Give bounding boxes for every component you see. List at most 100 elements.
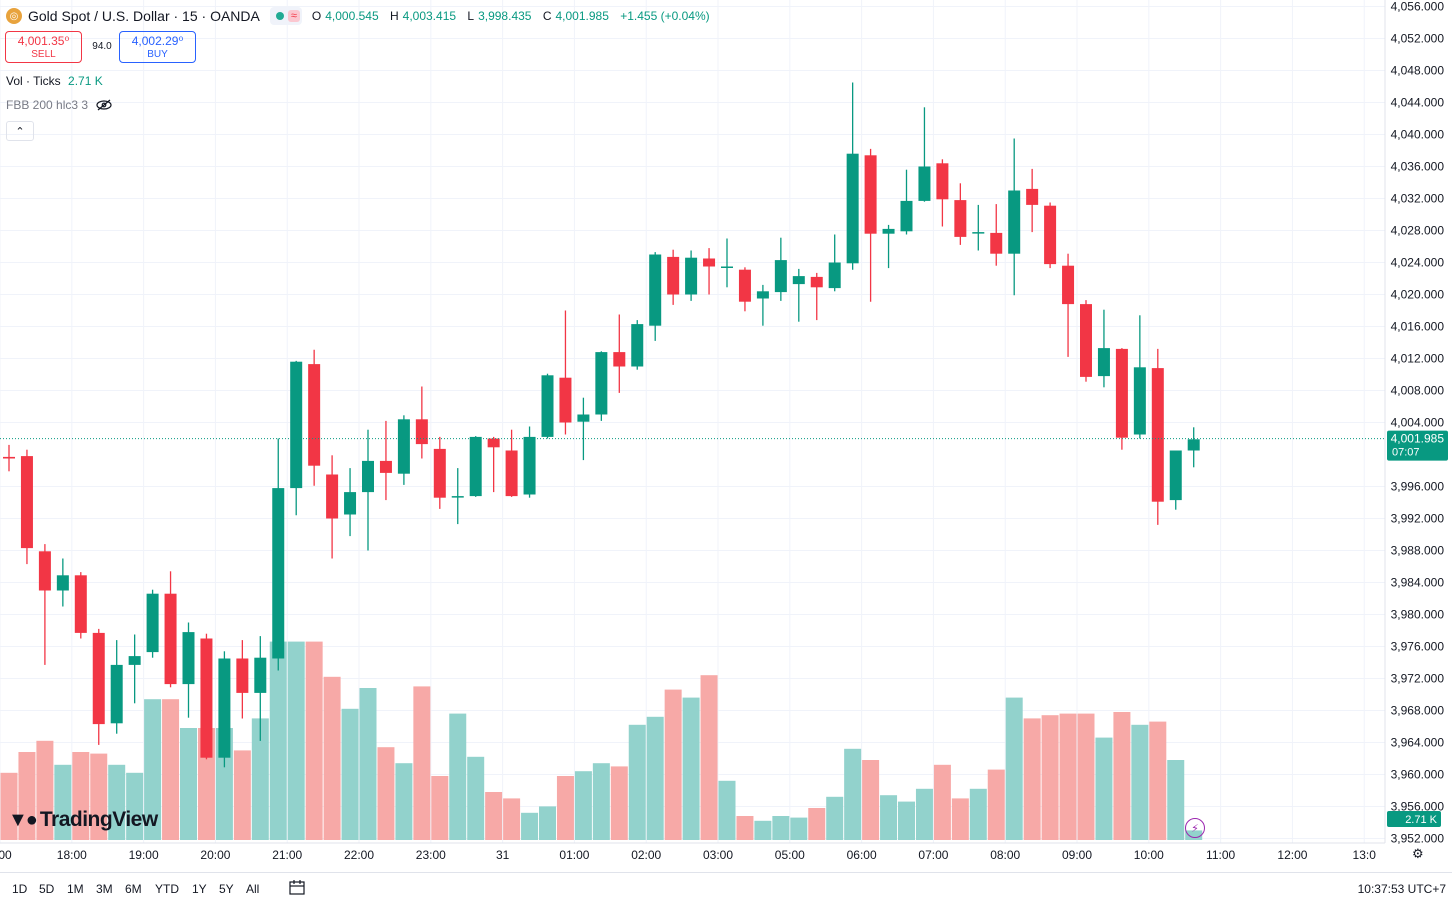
clock-timezone[interactable]: 10:37:53 UTC+7 xyxy=(1357,882,1446,896)
range-5y[interactable]: 5Y xyxy=(219,882,234,896)
candle-body xyxy=(92,632,105,725)
goto-date-icon[interactable] xyxy=(288,879,308,900)
time-tick-label: 23:00 xyxy=(416,848,446,862)
candle-body xyxy=(559,377,572,423)
volume-bar xyxy=(1149,721,1167,840)
close-value: 4,001.985 xyxy=(555,9,609,23)
range-1d[interactable]: 1D xyxy=(12,882,28,896)
candle-body xyxy=(577,414,590,422)
volume-label: Vol · Ticks xyxy=(6,74,61,88)
volume-bar xyxy=(0,772,18,840)
candle-body xyxy=(397,419,410,474)
candle-body xyxy=(936,163,949,200)
time-tick-label: 19:00 xyxy=(129,848,159,862)
candle-body xyxy=(200,638,213,758)
symbol-legend: ◎ Gold Spot / U.S. Dollar · 15 · OANDA ≈… xyxy=(6,6,714,26)
settings-icon[interactable]: ⚙ xyxy=(1412,846,1424,861)
collapse-legend-button[interactable]: ⌃ xyxy=(6,121,34,141)
volume-bar xyxy=(844,748,862,840)
candle-body xyxy=(990,232,1003,254)
buy-button[interactable]: 4,002.29⁰ BUY xyxy=(119,31,196,63)
range-1m[interactable]: 1M xyxy=(67,882,84,896)
time-tick-label: 08:00 xyxy=(990,848,1020,862)
volume-legend[interactable]: Vol · Ticks 2.71 K xyxy=(6,74,103,88)
time-axis: 7:00 18:00 19:00 20:00 21:00 22:00 23:00 31 01:0… xyxy=(0,842,1385,862)
candle-body xyxy=(595,352,608,415)
gold-coin-icon: ◎ xyxy=(6,8,22,24)
volume-bar xyxy=(736,816,754,840)
volume-bar xyxy=(413,686,431,840)
candle-body xyxy=(344,492,357,515)
volume-bar xyxy=(682,697,700,840)
candle-body xyxy=(433,448,446,498)
volume-bar xyxy=(521,812,539,840)
candle-body xyxy=(272,488,285,659)
candle-body xyxy=(218,658,231,758)
sell-button[interactable]: 4,001.35⁰ SELL xyxy=(5,31,82,63)
range-5d[interactable]: 5D xyxy=(39,882,55,896)
volume-bar xyxy=(1077,713,1095,840)
tv-mark-icon: ▼● xyxy=(8,808,38,831)
data-delay-icon: ≈ xyxy=(287,10,300,22)
candle-body xyxy=(774,260,787,293)
buy-label: BUY xyxy=(147,49,168,60)
candle-body xyxy=(900,200,913,232)
volume-bar xyxy=(72,752,90,840)
high-value: 4,003.415 xyxy=(402,9,457,23)
volume-bar xyxy=(251,718,269,840)
buy-price: 4,002.29⁰ xyxy=(131,34,184,48)
volume-tag-label: 2.71 K xyxy=(1405,814,1437,826)
range-ytd[interactable]: YTD xyxy=(155,882,179,896)
volume-bar xyxy=(951,798,969,840)
spread-value: 94.0 xyxy=(92,41,112,52)
symbol-title[interactable]: Gold Spot / U.S. Dollar · 15 · OANDA xyxy=(28,8,260,24)
volume-bar xyxy=(269,641,287,840)
candle-body xyxy=(541,375,554,437)
volume-bar xyxy=(359,688,377,840)
volume-bar xyxy=(449,713,467,840)
candle-body xyxy=(469,436,482,497)
range-all[interactable]: All xyxy=(246,882,260,896)
volume-bar xyxy=(754,820,772,840)
bottom-toolbar: 1D 5D 1M 3M 6M YTD 1Y 5Y All 10:37:53 UT… xyxy=(0,872,1452,903)
indicator-legend[interactable]: FBB 200 hlc3 3 xyxy=(6,98,112,112)
time-tick-label: 10:00 xyxy=(1134,848,1164,862)
volume-bar xyxy=(610,766,628,840)
hidden-eye-icon[interactable] xyxy=(96,99,112,111)
volume-bar xyxy=(126,772,144,840)
price-tick-label: 4,056.000 xyxy=(1391,0,1445,14)
candle-body xyxy=(505,450,518,497)
ohlc-values: O 4,000.545 H 4,003.415 L 3,998.435 C 4,001.… xyxy=(311,9,710,23)
candle-body xyxy=(326,474,339,519)
time-tick-label: 12:00 xyxy=(1277,848,1307,862)
volume-bar xyxy=(1131,724,1149,840)
price-tick-label: 4,036.000 xyxy=(1391,160,1445,174)
volume-bar xyxy=(233,750,251,840)
range-1y[interactable]: 1Y xyxy=(192,882,207,896)
volume-bar xyxy=(18,752,36,840)
volume-bar xyxy=(287,641,305,840)
candle-body xyxy=(487,438,500,448)
volume-bar xyxy=(431,776,449,840)
candle-body xyxy=(792,276,805,285)
bar-countdown-label: 07:07 xyxy=(1392,447,1420,459)
price-chart[interactable]: 4,056.000 4,052.000 4,048.000 4,044.000 4,04… xyxy=(0,0,1452,872)
price-tick-label: 4,020.000 xyxy=(1391,288,1445,302)
range-3m[interactable]: 3M xyxy=(96,882,113,896)
range-6m[interactable]: 6M xyxy=(125,882,142,896)
price-tick-label: 4,052.000 xyxy=(1391,32,1445,46)
volume-tag xyxy=(1387,811,1441,827)
lightning-icon[interactable]: ⚡ xyxy=(1185,818,1205,838)
candle-body xyxy=(882,228,895,234)
time-tick-label: 02:00 xyxy=(631,848,661,862)
volume-bar xyxy=(305,641,323,840)
volume-bar xyxy=(646,716,664,840)
volume-bar xyxy=(772,816,790,840)
volume-bar xyxy=(574,771,592,840)
volume-bar xyxy=(377,747,395,840)
tradingview-logo[interactable]: ▼● TradingView xyxy=(8,808,158,832)
candle-body xyxy=(1080,304,1092,377)
candle-body xyxy=(685,257,698,295)
market-status[interactable]: ≈ xyxy=(269,7,302,25)
